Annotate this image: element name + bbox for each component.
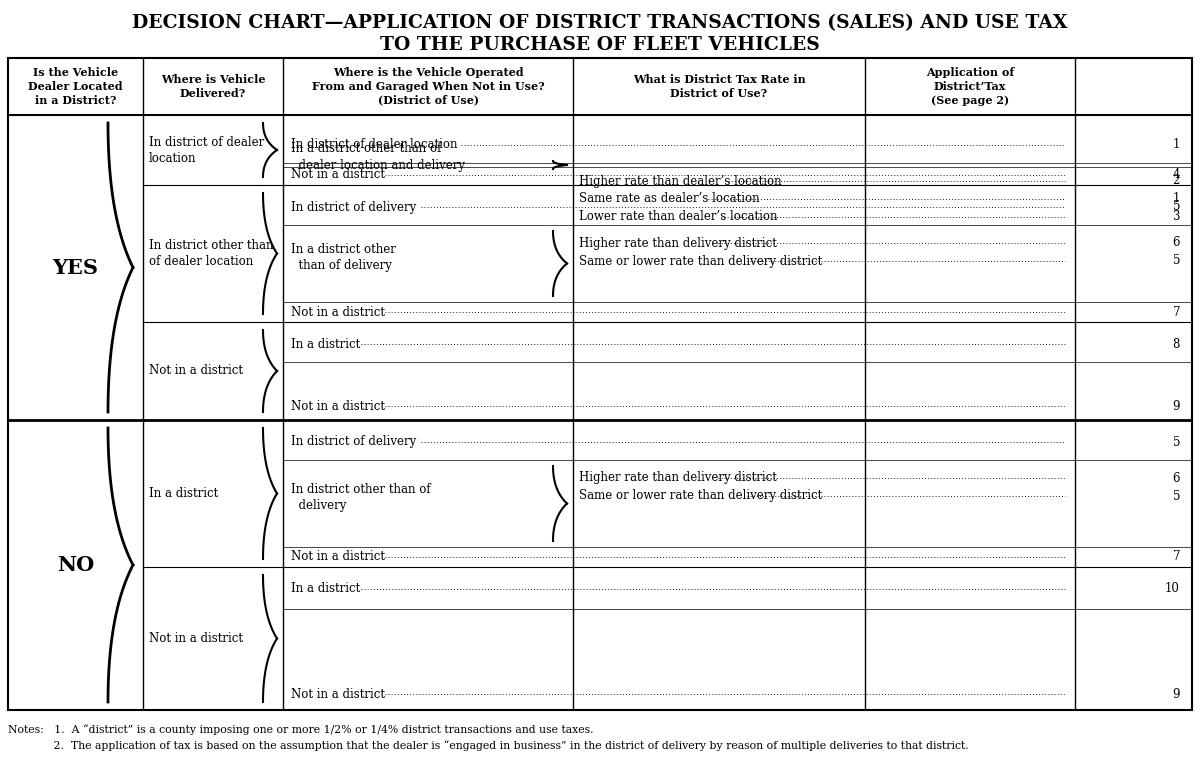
Text: TO THE PURCHASE OF FLEET VEHICLES: TO THE PURCHASE OF FLEET VEHICLES bbox=[380, 36, 820, 54]
Text: Not in a district: Not in a district bbox=[292, 168, 385, 182]
Text: 5: 5 bbox=[1172, 200, 1180, 213]
Text: 6: 6 bbox=[1172, 237, 1180, 250]
Text: Same or lower rate than delivery district: Same or lower rate than delivery distric… bbox=[580, 490, 822, 503]
Text: Not in a district: Not in a district bbox=[292, 400, 385, 413]
Text: Same or lower rate than delivery district: Same or lower rate than delivery distric… bbox=[580, 255, 822, 268]
Text: In district other than of
  delivery: In district other than of delivery bbox=[292, 483, 431, 512]
Text: Higher rate than delivery district: Higher rate than delivery district bbox=[580, 237, 776, 250]
Text: In a district other
  than of delivery: In a district other than of delivery bbox=[292, 243, 396, 272]
Text: 5: 5 bbox=[1172, 255, 1180, 268]
Text: Lower rate than dealer’s location: Lower rate than dealer’s location bbox=[580, 210, 778, 223]
Text: 10: 10 bbox=[1165, 583, 1180, 595]
Text: Not in a district: Not in a district bbox=[292, 306, 385, 318]
Text: Where is Vehicle
Delivered?: Where is Vehicle Delivered? bbox=[161, 74, 265, 99]
Text: YES: YES bbox=[53, 258, 98, 278]
Text: NO: NO bbox=[56, 555, 94, 575]
Text: 6: 6 bbox=[1172, 472, 1180, 484]
Text: 7: 7 bbox=[1172, 306, 1180, 318]
Text: In district of dealer location: In district of dealer location bbox=[292, 138, 457, 151]
Bar bbox=[8, 58, 1192, 710]
Text: 4: 4 bbox=[1172, 168, 1180, 182]
Text: 7: 7 bbox=[1172, 550, 1180, 563]
Text: Higher rate than dealer’s location: Higher rate than dealer’s location bbox=[580, 175, 781, 188]
Text: Not in a district: Not in a district bbox=[292, 688, 385, 701]
Text: 9: 9 bbox=[1172, 400, 1180, 413]
Text: Not in a district: Not in a district bbox=[149, 365, 242, 377]
Text: Same rate as dealer’s location: Same rate as dealer’s location bbox=[580, 192, 760, 206]
Text: Application of
District’Tax
(See page 2): Application of District’Tax (See page 2) bbox=[926, 68, 1014, 106]
Text: What is District Tax Rate in
District of Use?: What is District Tax Rate in District of… bbox=[632, 74, 805, 99]
Text: Is the Vehicle
Dealer Located
in a District?: Is the Vehicle Dealer Located in a Distr… bbox=[28, 68, 122, 106]
Text: Where is the Vehicle Operated
From and Garaged When Not in Use?
(District of Use: Where is the Vehicle Operated From and G… bbox=[312, 68, 545, 106]
Text: In district of delivery: In district of delivery bbox=[292, 435, 416, 449]
Text: In a district: In a district bbox=[292, 338, 360, 351]
Text: 5: 5 bbox=[1172, 435, 1180, 449]
Text: In district other than
of dealer location: In district other than of dealer locatio… bbox=[149, 239, 274, 268]
Text: Notes:   1.  A “district” is a county imposing one or more 1/2% or 1/4% district: Notes: 1. A “district” is a county impos… bbox=[8, 724, 594, 735]
Text: DECISION CHART—APPLICATION OF DISTRICT TRANSACTIONS (SALES) AND USE TAX: DECISION CHART—APPLICATION OF DISTRICT T… bbox=[132, 14, 1068, 32]
Text: 1: 1 bbox=[1172, 138, 1180, 151]
Text: In district of dealer
location: In district of dealer location bbox=[149, 136, 264, 165]
Text: Not in a district: Not in a district bbox=[149, 632, 242, 645]
Text: In district of delivery: In district of delivery bbox=[292, 200, 416, 213]
Text: 9: 9 bbox=[1172, 688, 1180, 701]
Text: 2.  The application of tax is based on the assumption that the dealer is “engage: 2. The application of tax is based on th… bbox=[8, 740, 968, 751]
Text: In a district other than of
  dealer location and delivery: In a district other than of dealer locat… bbox=[292, 143, 466, 171]
Text: 1: 1 bbox=[1172, 192, 1180, 206]
Text: 5: 5 bbox=[1172, 490, 1180, 503]
Text: 3: 3 bbox=[1172, 210, 1180, 223]
Text: Not in a district: Not in a district bbox=[292, 550, 385, 563]
Text: 2: 2 bbox=[1172, 175, 1180, 188]
Text: In a district: In a district bbox=[149, 487, 218, 500]
Text: In a district: In a district bbox=[292, 583, 360, 595]
Text: Higher rate than delivery district: Higher rate than delivery district bbox=[580, 472, 776, 484]
Text: 8: 8 bbox=[1172, 338, 1180, 351]
